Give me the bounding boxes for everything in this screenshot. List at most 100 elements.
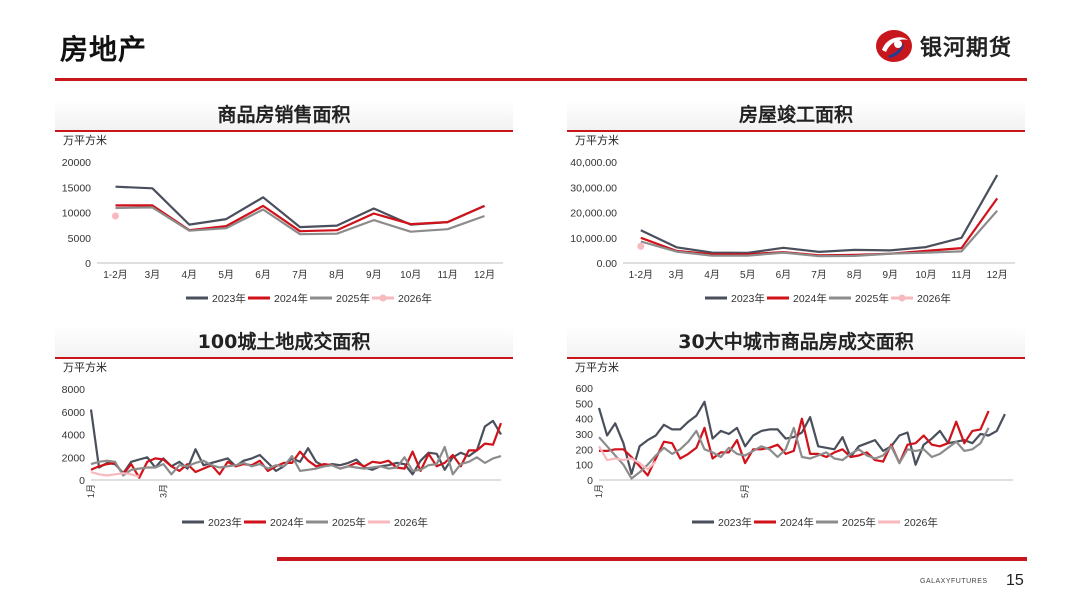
y-tick-label: 6000 (62, 407, 86, 419)
series-line-2026年 (90, 470, 140, 478)
legend-label: 2023年 (208, 516, 242, 529)
legend-label: 2024年 (780, 516, 814, 529)
y-tick-label: 15000 (62, 182, 91, 194)
legend-marker (898, 294, 906, 302)
series-line-2025年 (115, 206, 485, 236)
chart-title: 30大中城市商品房成交面积 (567, 327, 1025, 359)
x-tick-label: 7月 (292, 269, 308, 281)
legend-label: 2024年 (274, 292, 308, 305)
chart-panel-30city-deal-area: 30大中城市商品房成交面积 (567, 327, 1025, 359)
footer-brand: GALAXYFUTURES (920, 578, 988, 585)
series-line-2025年 (90, 445, 502, 477)
page-title: 房地产 (60, 33, 148, 66)
series-point-2026年 (637, 242, 645, 250)
x-tick-label: 5月 (740, 269, 756, 281)
y-tick-label: 200 (575, 444, 593, 456)
x-tick-label: 9月 (366, 269, 382, 281)
legend-marker (379, 294, 387, 302)
page-number: 15 (1006, 572, 1024, 589)
x-tick-label: 10月 (915, 269, 936, 281)
x-tick-label: 9月 (882, 269, 898, 281)
legend-label: 2025年 (855, 292, 889, 305)
legend-label: 2025年 (332, 516, 366, 529)
legend-label: 2026年 (917, 292, 951, 305)
series-line-2025年 (640, 209, 999, 258)
chart-panel-land-deal-area: 100城土地成交面积 (55, 327, 513, 359)
x-tick-label: 5月 (218, 269, 234, 281)
x-tick-label: 3月 (145, 269, 161, 281)
legend-label: 2025年 (336, 292, 370, 305)
y-tick-label: 100 (575, 460, 593, 472)
y-tick-label: 0.00 (597, 258, 618, 270)
x-tick-label: 1月 (86, 484, 96, 498)
chart-sales-area: 0 5000 10000 15000 20000 1-2月 3月 4月 5月 6月 7月 8月 9月 10… (62, 157, 503, 305)
header-divider (55, 78, 1027, 81)
series-line-2023年 (640, 174, 999, 255)
series-line-2026年 (598, 445, 657, 471)
chart-land-deal-area: 0 2000 4000 6000 8000 1月 3月 2023年 2024年 2025年 2026… (62, 384, 503, 529)
x-tick-label: 3月 (158, 484, 168, 498)
chart-title: 房屋竣工面积 (567, 100, 1025, 132)
legend-label: 2026年 (398, 292, 432, 305)
legend-label: 2024年 (270, 516, 304, 529)
y-tick-label: 500 (575, 398, 593, 410)
y-tick-label: 40,000.00 (570, 157, 617, 169)
y-tick-label: 4000 (62, 430, 86, 442)
chart-title: 商品房销售面积 (55, 100, 513, 132)
series-line-2024年 (640, 197, 999, 257)
y-tick-label: 10,000.00 (570, 233, 617, 245)
x-tick-label: 4月 (704, 269, 720, 281)
x-tick-label: 1月 (594, 484, 604, 498)
brand-logo: 银河期货 (874, 28, 1012, 64)
footer-divider (277, 557, 1027, 561)
y-tick-label: 10000 (62, 208, 91, 220)
x-tick-label: 10月 (400, 269, 421, 281)
legend-label: 2023年 (718, 516, 752, 529)
x-tick-label: 6月 (776, 269, 792, 281)
chart-30city-deal-area: 0 100 200 300 400 500 600 1月 5月 2023年 2024年 2025年 20… (575, 383, 1013, 529)
y-tick-label: 20000 (62, 157, 91, 169)
y-tick-label: 400 (575, 414, 593, 426)
x-tick-label: 12月 (474, 269, 495, 281)
y-tick-label: 2000 (62, 452, 86, 464)
series-line-2023年 (115, 185, 485, 229)
chart-completion-area: 0.00 10,000.00 20,000.00 30,000.00 40,000.00… (570, 157, 1015, 305)
y-tick-label: 600 (575, 383, 593, 395)
series-line-2023年 (597, 400, 1006, 476)
x-tick-label: 1-2月 (103, 269, 127, 281)
chart-unit-label: 万平方米 (575, 134, 619, 147)
legend-label: 2026年 (394, 516, 428, 529)
x-tick-label: 4月 (181, 269, 197, 281)
y-tick-label: 300 (575, 429, 593, 441)
x-tick-label: 1-2月 (629, 269, 653, 281)
y-tick-label: 20,000.00 (570, 208, 617, 220)
series-line-2023年 (89, 409, 502, 476)
x-tick-label: 8月 (329, 269, 345, 281)
legend-label: 2024年 (793, 292, 827, 305)
series-line-2024年 (599, 410, 990, 477)
x-tick-label: 5月 (740, 484, 750, 498)
x-tick-label: 11月 (951, 269, 971, 281)
y-tick-label: 0 (587, 475, 593, 487)
y-tick-label: 30,000.00 (570, 182, 617, 194)
galaxy-logo-icon (876, 30, 912, 62)
chart-panel-sales-area: 商品房销售面积 (55, 100, 513, 132)
series-line-2024年 (90, 422, 503, 479)
x-tick-label: 6月 (255, 269, 271, 281)
legend-label: 2025年 (842, 516, 876, 529)
x-tick-label: 7月 (811, 269, 827, 281)
chart-unit-label: 万平方米 (575, 361, 619, 374)
x-tick-label: 12月 (987, 269, 1008, 281)
y-tick-label: 0 (79, 475, 85, 487)
series-point-2026年 (111, 212, 119, 220)
chart-panel-completion-area: 房屋竣工面积 (567, 100, 1025, 132)
legend-label: 2026年 (904, 516, 938, 529)
x-tick-label: 11月 (437, 269, 457, 281)
chart-unit-label: 万平方米 (63, 134, 107, 147)
x-tick-label: 3月 (669, 269, 685, 281)
y-tick-label: 0 (85, 258, 91, 270)
logo-text: 银河期货 (920, 36, 1013, 61)
chart-title: 100城土地成交面积 (55, 327, 513, 359)
y-tick-label: 8000 (62, 384, 86, 396)
series-line-2025年 (598, 426, 990, 480)
